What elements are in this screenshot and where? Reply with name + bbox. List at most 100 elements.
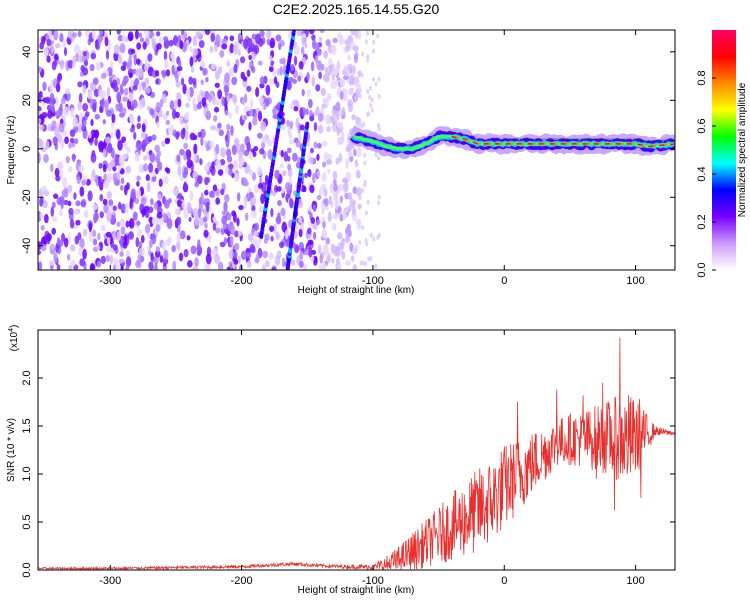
spectrogram-cell [46, 38, 52, 47]
spectrogram-cell [354, 159, 359, 168]
spectrogram-cell [320, 87, 327, 97]
spectrogram-cell [75, 200, 81, 207]
spectrogram-cell [155, 102, 162, 112]
spectrogram-cell [376, 155, 380, 161]
spectrogram-cell [63, 47, 68, 56]
spectrogram-cell [116, 230, 122, 242]
spectrogram-cell [370, 107, 374, 113]
spectrogram-cell [153, 201, 159, 210]
spectrogram-cell [136, 180, 140, 187]
spectrogram-cell [274, 169, 280, 180]
spectrogram-cell [63, 237, 69, 248]
spectrogram-cell [294, 45, 300, 56]
spectrogram-cell [291, 152, 298, 162]
spectrogram-cell [266, 139, 273, 147]
spectrogram-cell [170, 51, 175, 60]
spectrogram-cell [221, 96, 225, 106]
spectrogram-cell [265, 260, 270, 268]
spectrogram-cell [347, 142, 353, 152]
spectrogram-cell [345, 43, 351, 52]
spectrogram-cell [330, 243, 336, 254]
spectrogram-cell [341, 106, 346, 115]
spectrogram-cell [157, 193, 162, 201]
spectrogram-cell [124, 203, 129, 214]
spectrogram-cell [349, 242, 354, 252]
spectrogram-cell [209, 165, 214, 173]
spectrogram-cell [142, 83, 146, 91]
spectrogram-cell [136, 122, 141, 130]
spectrogram-cell [102, 163, 107, 173]
spectrogram-cell [102, 148, 107, 158]
spectrogram-cell [327, 168, 331, 174]
spectrogram-cell [213, 115, 218, 122]
spectrogram-cell [333, 196, 338, 202]
spectrogram-cell [371, 76, 375, 82]
spectrogram-cell [183, 181, 188, 192]
spectrogram-cell [105, 49, 110, 60]
y-tick-label: 0.5 [21, 514, 33, 529]
spectrogram-cell [158, 36, 164, 45]
spectrogram-cell [212, 184, 218, 192]
spectrogram-cell [331, 222, 337, 231]
spectrogram-cell [223, 201, 228, 212]
spectrogram-cell [310, 147, 314, 154]
spectrogram-cell [103, 180, 110, 189]
spectrogram-cell [281, 170, 287, 177]
streak-cell [305, 121, 310, 128]
spectrogram-cell [376, 33, 380, 39]
spectrogram-cell [132, 85, 138, 91]
spectrogram-cell [120, 265, 124, 270]
spectrogram-cell [226, 94, 231, 103]
spectrogram-cell [331, 258, 335, 264]
spectrogram-cell [299, 107, 303, 118]
spectrogram-cell [188, 216, 192, 223]
spectrogram-cell [183, 248, 189, 258]
spectrogram-cell [330, 79, 335, 90]
spectrogram-cell [352, 264, 357, 270]
spectrogram-cell [109, 132, 114, 139]
spectrogram-cell [125, 263, 130, 270]
spectrogram-cell [297, 75, 302, 82]
spectrogram-cell [272, 105, 277, 116]
spectrogram-cell [369, 232, 373, 238]
spectrogram-cell [202, 68, 208, 76]
spectrogram-cell [226, 148, 232, 157]
spectrogram-cell [192, 170, 198, 178]
spectrogram-cell [286, 119, 290, 127]
spectrogram-cell [257, 182, 263, 189]
spectrogram-cell [159, 255, 164, 263]
spectrogram-cell [106, 172, 113, 183]
spectrogram-cell [266, 30, 272, 39]
spectrogram-cell [50, 43, 54, 54]
spectrogram-cell [248, 121, 252, 131]
spectrogram-cell [377, 76, 381, 82]
spectrogram-cell [280, 207, 286, 217]
spectrogram-x-ticks: -300 -200 -100 0 100 [99, 30, 645, 287]
spectrogram-cell [50, 206, 55, 217]
spectrogram-cell [224, 86, 229, 98]
spectrogram-cell [318, 36, 323, 43]
colorbar-ticks: 0.0 0.2 0.4 0.6 0.8 [696, 70, 716, 278]
spectrogram-cell [89, 64, 95, 72]
spectrogram-cell [189, 46, 193, 53]
spectrogram-cell [269, 78, 275, 85]
snr-x-axis-label: Height of straight line (km) [298, 585, 415, 596]
spectrogram-cell [256, 132, 263, 139]
spectrogram-cell [232, 159, 239, 171]
spectrogram-cell [276, 212, 281, 222]
spectrogram-cell [55, 82, 61, 93]
spectrogram-cell [66, 253, 71, 261]
spectrogram-cell [126, 147, 131, 154]
spectrogram-cell [355, 169, 361, 179]
spectrogram-cell [349, 155, 354, 163]
spectrogram-cell [289, 120, 294, 130]
spectrogram-cell [107, 142, 113, 154]
spectrogram-cell [173, 185, 179, 197]
spectrogram-cell [323, 188, 328, 197]
spectrogram-cell [279, 66, 283, 76]
spectrogram-cell [151, 175, 157, 183]
spectrogram-cell [80, 198, 87, 208]
spectrogram-cell [260, 120, 267, 132]
spectrogram-cell [100, 255, 106, 265]
spectrogram-cell [93, 212, 99, 222]
